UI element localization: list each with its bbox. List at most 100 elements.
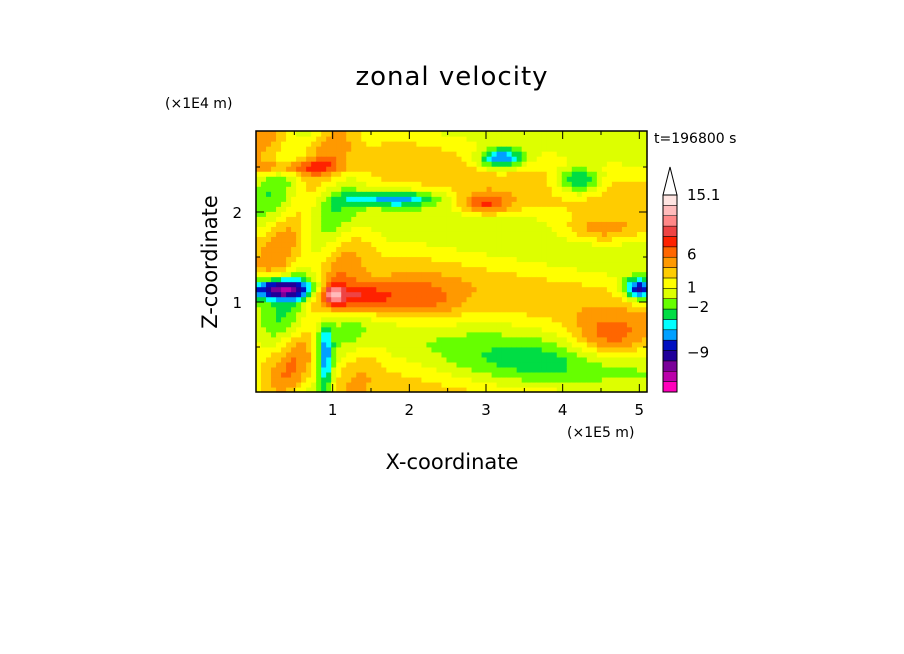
field-cell [376, 171, 382, 177]
field-cell [481, 226, 488, 232]
field-cell [596, 341, 603, 348]
field-cell [271, 246, 277, 253]
field-cell [371, 266, 377, 273]
field-cell [491, 306, 498, 313]
field-cell [476, 386, 483, 393]
field-cell [481, 221, 488, 227]
field-cell [411, 141, 418, 147]
field-cell [351, 156, 357, 162]
field-cell [481, 336, 488, 343]
field-cell [281, 266, 287, 273]
field-cell [486, 241, 493, 248]
field-cell [581, 271, 588, 278]
field-cell [401, 301, 407, 308]
field-cell [546, 331, 553, 338]
field-cell [466, 371, 473, 378]
field-cell [261, 261, 267, 268]
field-cell [536, 236, 543, 243]
field-cell [376, 196, 382, 202]
field-cell [481, 141, 488, 147]
field-cell [411, 256, 418, 263]
field-cell [306, 241, 312, 248]
field-cell [356, 141, 362, 147]
field-cell [261, 381, 267, 388]
field-cell [341, 336, 347, 343]
field-cell [601, 361, 608, 368]
field-cell [266, 186, 272, 192]
field-cell [586, 331, 593, 338]
field-cell [276, 336, 282, 343]
colorbar-swatch [662, 277, 678, 289]
field-cell [591, 266, 598, 273]
field-cell [576, 271, 583, 278]
field-cell [316, 156, 322, 162]
field-cell [296, 156, 302, 162]
field-cell [261, 136, 267, 142]
field-cell [536, 341, 543, 348]
field-cell [331, 251, 337, 258]
field-cell [351, 276, 357, 283]
field-cell [291, 351, 297, 358]
field-cell [431, 226, 438, 232]
field-cell [601, 181, 608, 187]
field-cell [641, 306, 648, 313]
field-cell [421, 141, 428, 147]
field-cell [611, 331, 618, 338]
field-cell [346, 276, 352, 283]
field-cell [531, 256, 538, 263]
field-cell [336, 191, 342, 197]
field-cell [511, 171, 518, 177]
field-cell [366, 216, 372, 222]
field-cell [461, 246, 468, 253]
field-cell [601, 136, 608, 142]
field-cell [626, 316, 633, 323]
field-cell [316, 181, 322, 187]
field-cell [306, 271, 312, 278]
field-cell [586, 196, 593, 202]
field-cell [261, 356, 267, 363]
field-cell [591, 321, 598, 328]
field-cell [431, 171, 438, 177]
field-cell [271, 176, 277, 182]
field-cell [441, 366, 448, 373]
field-cell [561, 366, 568, 373]
field-cell [591, 131, 598, 137]
field-cell [276, 231, 282, 238]
field-cell [426, 336, 433, 343]
field-cell [406, 361, 412, 368]
field-cell [466, 221, 473, 227]
field-cell [631, 206, 638, 212]
field-cell [386, 186, 392, 192]
field-cell [366, 266, 372, 273]
field-cell [271, 341, 277, 348]
field-cell [606, 271, 613, 278]
field-cell [461, 171, 468, 177]
field-cell [581, 131, 588, 137]
field-cell [526, 346, 533, 353]
field-cell [361, 291, 367, 298]
field-cell [461, 386, 468, 393]
field-cell [546, 251, 553, 258]
field-cell [286, 251, 292, 258]
field-cell [496, 161, 503, 167]
field-cell [506, 271, 513, 278]
field-cell [346, 316, 352, 323]
field-cell [306, 381, 312, 388]
field-cell [376, 291, 382, 298]
field-cell [416, 261, 423, 268]
field-cell [426, 246, 433, 253]
field-cell [311, 196, 317, 202]
field-cell [581, 351, 588, 358]
field-cell [601, 251, 608, 258]
field-cell [306, 346, 312, 353]
field-cell [281, 221, 287, 227]
field-cell [431, 346, 438, 353]
field-cell [256, 196, 262, 202]
field-cell [291, 181, 297, 187]
field-cell [566, 201, 573, 207]
field-cell [476, 136, 483, 142]
field-cell [591, 196, 598, 202]
field-cell [516, 146, 523, 152]
field-cell [636, 366, 643, 373]
field-cell [571, 211, 578, 217]
